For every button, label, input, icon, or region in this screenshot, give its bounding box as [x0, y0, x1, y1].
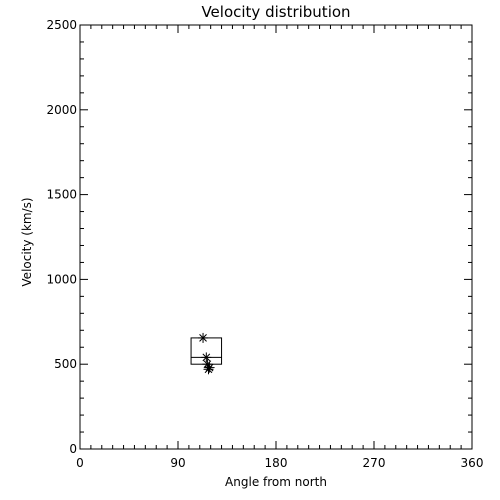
x-axis-label: Angle from north	[225, 475, 327, 489]
x-tick-label: 90	[170, 456, 185, 470]
data-point	[201, 352, 212, 363]
y-tick-label: 1000	[46, 272, 77, 286]
y-tick-label: 1500	[46, 188, 77, 202]
x-tick-label: 270	[363, 456, 386, 470]
x-tick-label: 360	[461, 456, 484, 470]
y-tick-label: 2000	[46, 103, 77, 117]
y-tick-label: 0	[69, 442, 77, 456]
data-point	[198, 332, 209, 343]
y-tick-label: 2500	[46, 18, 77, 32]
data-point	[203, 364, 214, 375]
x-tick-label: 180	[265, 456, 288, 470]
y-axis-label: Velocity (km/s)	[20, 197, 34, 286]
x-tick-label: 0	[76, 456, 84, 470]
y-tick-label: 500	[54, 357, 77, 371]
chart-title: Velocity distribution	[201, 3, 350, 21]
